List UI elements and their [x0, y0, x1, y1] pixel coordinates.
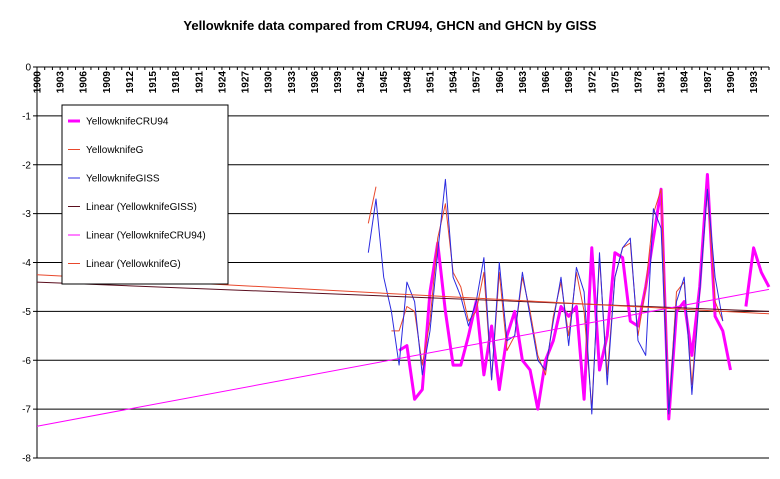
y-tick-label: 0	[25, 63, 31, 74]
x-tick-label: 1948	[402, 71, 413, 94]
y-tick-label: -2	[22, 160, 31, 171]
x-tick-label: 1993	[749, 71, 760, 94]
series-lines	[36, 173, 771, 427]
series-line-3	[36, 281, 770, 312]
legend-label: YellowknifeGISS	[86, 174, 160, 185]
series-line-0	[744, 246, 771, 307]
x-tick-label: 1909	[102, 71, 113, 94]
legend: YellowknifeCRU94 YellowknifeG YellowknifeG…	[61, 104, 229, 285]
x-tick-label: 1951	[425, 71, 436, 94]
x-axis-ticks: 1900 1903 1906 1909 1912 1915 1918 1921 1924 1927…	[33, 67, 770, 93]
chart-title: Yellowknife data compared from CRU94, GH…	[183, 18, 597, 33]
x-tick-label: 1975	[610, 71, 621, 94]
x-tick-label: 1981	[657, 71, 668, 94]
x-tick-label: 1933	[287, 71, 298, 94]
legend-box	[61, 104, 229, 285]
x-tick-label: 1945	[379, 71, 390, 94]
x-tick-label: 1972	[587, 71, 598, 94]
x-tick-label: 1978	[634, 71, 645, 94]
x-tick-label: 1963	[518, 71, 529, 94]
legend-label: Linear (YellowknifeCRU94)	[86, 231, 206, 242]
legend-label: YellowknifeCRU94	[86, 117, 169, 128]
y-tick-label: -3	[22, 209, 31, 220]
y-tick-label: -1	[22, 111, 31, 122]
legend-label: Linear (YellowknifeG)	[86, 259, 181, 270]
y-tick-label: -6	[22, 356, 31, 367]
x-tick-label: 1969	[564, 71, 575, 94]
y-tick-label: -7	[22, 405, 31, 416]
series-line-1	[367, 186, 377, 224]
x-tick-label: 1939	[333, 71, 344, 94]
x-tick-label: 1987	[703, 71, 714, 94]
x-tick-label: 1954	[449, 71, 460, 94]
x-tick-label: 1915	[148, 71, 159, 94]
series-line-4	[36, 288, 770, 427]
x-tick-label: 1930	[264, 71, 275, 94]
x-tick-label: 1936	[310, 71, 321, 94]
x-tick-label: 1918	[171, 71, 182, 94]
x-tick-label: 1966	[541, 71, 552, 94]
x-tick-label: 1912	[125, 71, 136, 94]
y-tick-label: -5	[22, 307, 31, 318]
x-tick-label: 1906	[79, 71, 90, 94]
series-line-2	[367, 178, 724, 415]
x-tick-label: 1960	[495, 71, 506, 94]
x-tick-label: 1957	[472, 71, 483, 94]
y-axis-ticks: 0 -1 -2 -3 -4 -5 -6 -7 -8	[22, 63, 37, 465]
x-tick-label: 1984	[680, 71, 691, 94]
x-tick-label: 1990	[726, 71, 737, 94]
x-tick-label: 1921	[194, 71, 205, 94]
x-tick-label: 1900	[33, 71, 44, 94]
legend-label: YellowknifeG	[86, 145, 144, 156]
y-tick-label: -8	[22, 454, 31, 465]
y-tick-label: -4	[22, 258, 31, 269]
legend-label: Linear (YellowknifeGISS)	[86, 202, 197, 213]
x-tick-label: 1924	[217, 71, 228, 94]
x-tick-label: 1903	[56, 71, 67, 94]
x-tick-label: 1942	[356, 71, 367, 94]
x-tick-label: 1927	[241, 71, 252, 94]
